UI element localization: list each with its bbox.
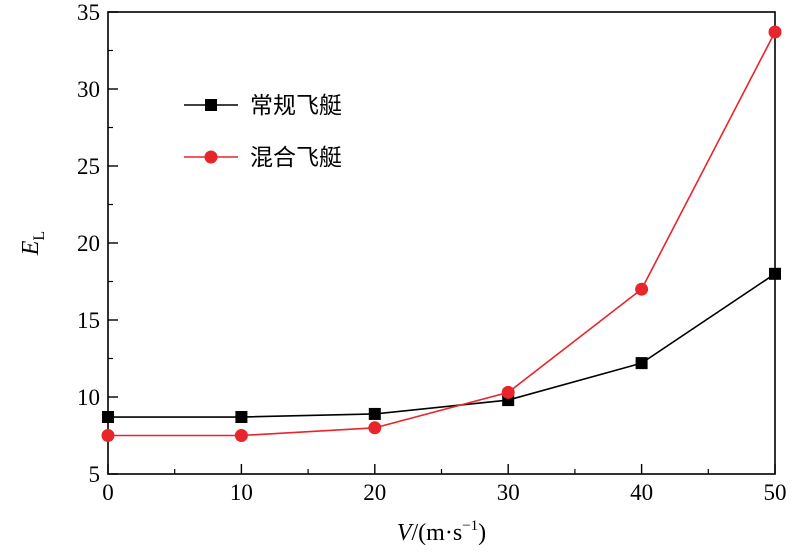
series-1 [102,267,781,424]
x-tick-label: 0 [102,480,114,505]
series-line [108,273,776,418]
x-axis-unit-prefix: /(m·s [412,520,463,546]
y-axis-var: E [18,240,44,256]
data-point [368,421,382,435]
plot-frame [107,11,776,475]
legend-label: 常规飞艇 [250,93,342,119]
data-point [102,411,114,424]
y-tick-label: 35 [77,0,100,25]
legend-marker [204,150,218,164]
data-point [635,282,649,296]
y-tick-label: 30 [77,77,100,102]
x-tick-label: 10 [230,480,253,505]
y-tick-label: 15 [77,308,100,333]
axis-titles: V/(m·s−1) EL [18,231,486,546]
x-axis-unit-sup: −1 [462,518,478,534]
y-tick-label: 25 [77,154,100,179]
series-line [108,31,776,437]
legend-entry: 常规飞艇 [184,93,342,119]
x-axis-var: V [397,520,414,546]
plot-series [101,25,782,442]
legend-label: 混合飞艇 [250,145,342,171]
legend-marker [205,99,217,111]
x-tick-label: 40 [630,480,653,505]
x-axis-title: V/(m·s−1) [397,518,486,546]
y-tick-label: 10 [77,385,100,410]
data-point [501,385,515,399]
x-tick-label: 50 [764,480,787,505]
x-axis-unit-suffix: ) [478,520,486,546]
plot-axes: 0 10 20 30 40 50 5 10 15 20 25 30 35 [77,0,787,505]
y-tick-label: 5 [89,462,101,487]
data-point [635,357,648,370]
data-point [234,429,248,442]
data-point [368,407,381,420]
x-tick-label: 30 [497,480,520,505]
y-axis-title: EL [18,231,48,256]
data-point [235,411,248,424]
series-2 [101,25,782,442]
y-tick-label: 20 [77,231,100,256]
data-point [768,25,782,39]
y-axis-sub: L [31,231,48,241]
legend-entry: 混合飞艇 [184,145,342,171]
x-tick-label: 20 [363,480,386,505]
data-point [101,429,115,442]
data-point [769,267,781,280]
